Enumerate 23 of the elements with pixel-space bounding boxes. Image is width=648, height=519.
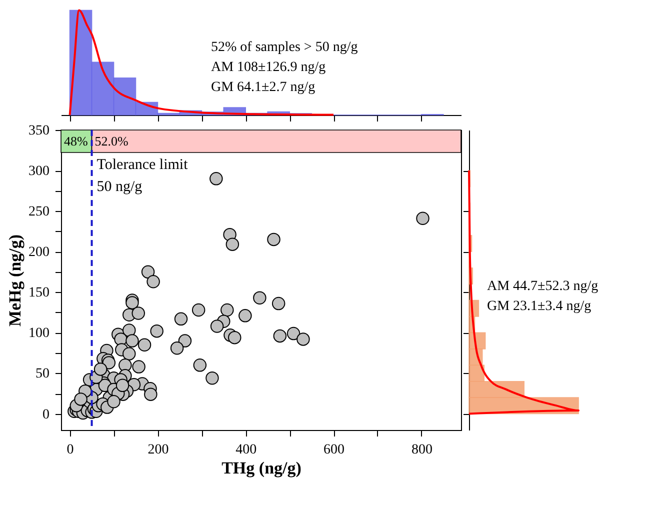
- y-tick-label: 200: [28, 245, 50, 260]
- y-tick-label: 50: [36, 366, 50, 382]
- y-tick-label: 100: [28, 326, 50, 342]
- x-tick-label: 400: [236, 442, 257, 458]
- x-tick-label: 800: [411, 442, 432, 458]
- annotation: 52% of samples > 50 ng/g: [211, 40, 358, 55]
- y-tick-label: 150: [28, 286, 50, 301]
- annotation: GM 64.1±2.7 ng/g: [211, 80, 316, 95]
- x-tick-label: 0: [66, 442, 74, 458]
- y-tick-label: 0: [42, 407, 50, 422]
- annotation: AM 44.7±52.3 ng/g: [487, 279, 598, 294]
- annotation: AM 108±126.9 ng/g: [211, 60, 326, 75]
- y-tick-label: 350: [28, 124, 50, 138]
- annotation: GM 23.1±3.4 ng/g: [487, 299, 592, 314]
- x-axis-title: THg (ng/g): [222, 458, 302, 478]
- band-label: 48%: [64, 133, 88, 148]
- y-axis-title: MeHg (ng/g): [6, 234, 24, 327]
- x-tick-label: 600: [324, 442, 345, 458]
- y-tick-label: 300: [28, 164, 50, 180]
- x-tick-label: 200: [148, 442, 169, 458]
- ref-line-label: Tolerance limit 50 ng/g: [96, 157, 189, 195]
- band-label: 52.0%: [94, 133, 129, 148]
- y-tick-label: 250: [28, 204, 50, 220]
